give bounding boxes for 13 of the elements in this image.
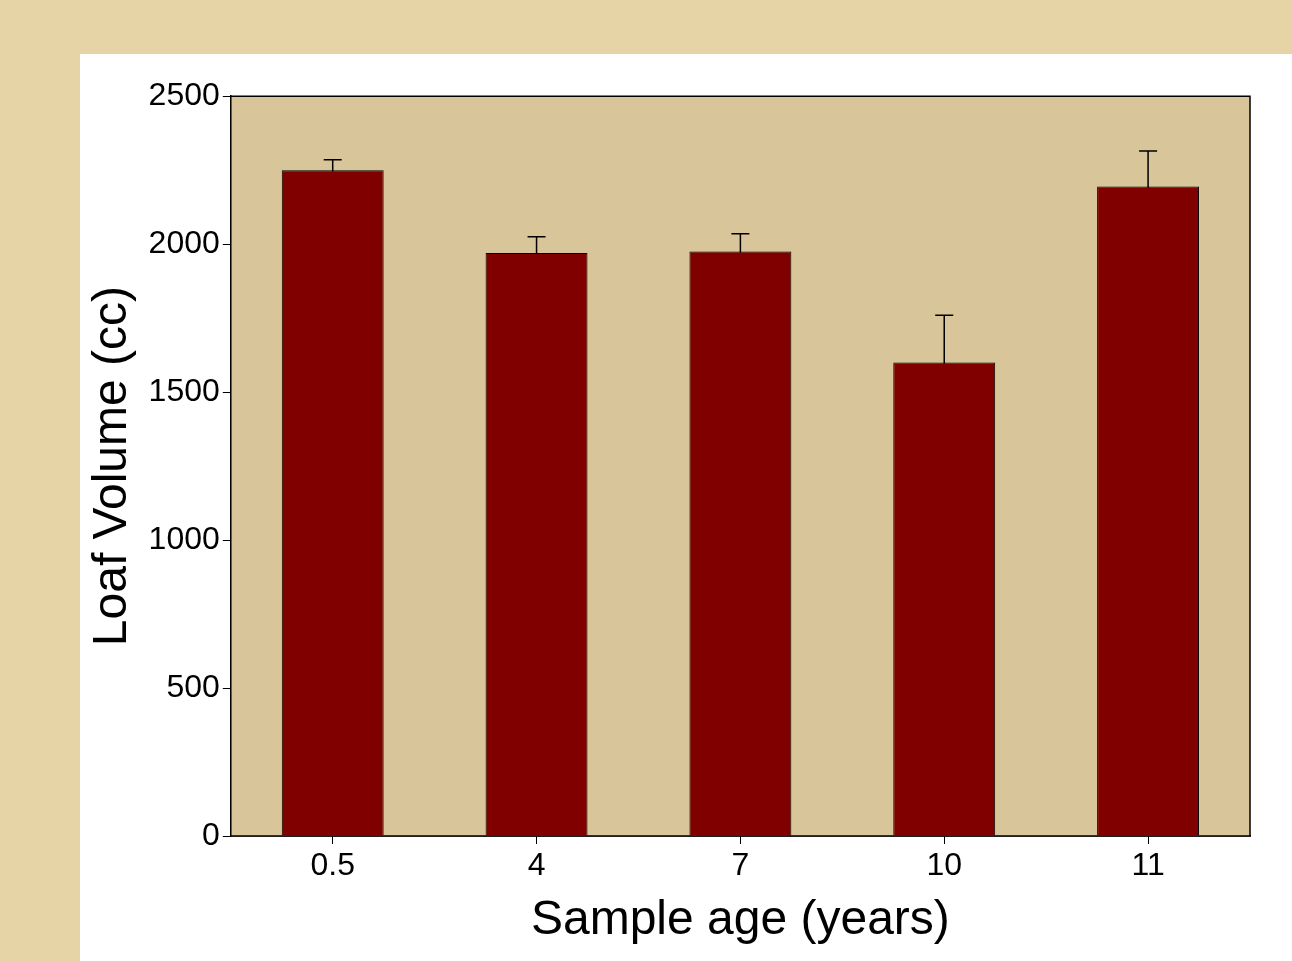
y-tick-label: 500 (166, 667, 220, 704)
x-tick-label: 7 (731, 846, 750, 883)
x-tick-label: 11 (1131, 846, 1165, 883)
x-tick-label: 10 (926, 846, 963, 883)
x-axis-title: Sample age (years) (530, 891, 950, 945)
x-tick-label: 4 (527, 846, 546, 883)
y-tick-label: 0 (201, 815, 220, 852)
y-tick-label: 2000 (148, 223, 220, 260)
y-axis-title: Loaf Volume (cc) (83, 286, 137, 647)
y-tick-label: 2500 (148, 76, 220, 113)
y-tick-label: 1000 (148, 519, 220, 556)
x-tick-label: 0.5 (310, 846, 355, 883)
y-tick-label: 1500 (148, 371, 220, 408)
